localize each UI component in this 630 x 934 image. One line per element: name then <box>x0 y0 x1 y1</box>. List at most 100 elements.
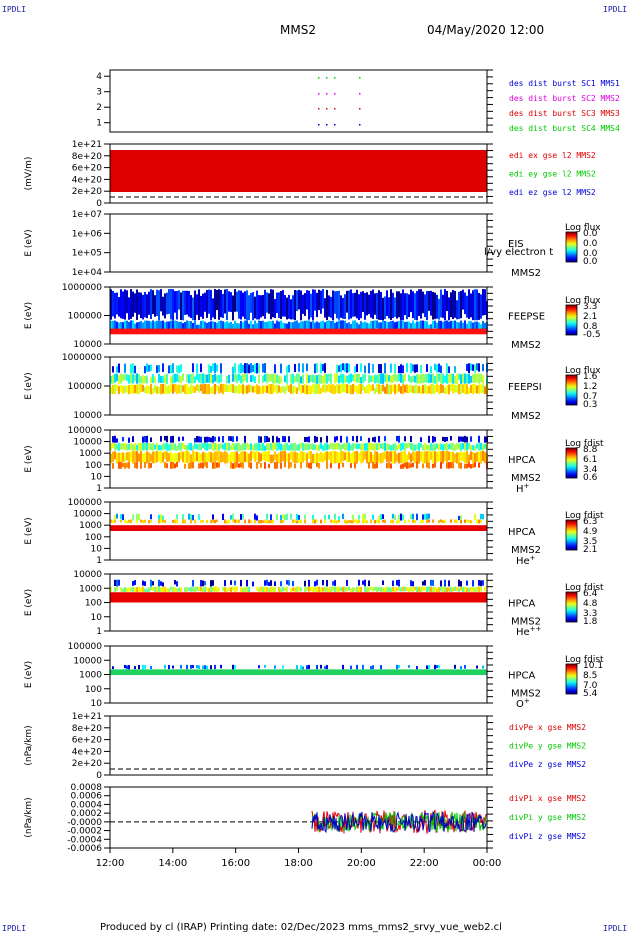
spectrogram-cell <box>244 291 246 320</box>
spectrogram-cell <box>382 519 384 523</box>
spectrogram-cell <box>206 519 208 524</box>
spectrogram-cell <box>456 586 458 591</box>
spectrogram-cell <box>184 321 186 333</box>
spectrogram-cell <box>344 363 346 372</box>
spectrogram-cell <box>412 291 414 319</box>
spectrogram-cell <box>240 290 242 320</box>
spectrogram-cell <box>210 452 212 463</box>
spectrogram-cell <box>432 463 434 469</box>
spectrogram-cell <box>364 293 366 320</box>
spectrogram-cell <box>480 513 482 520</box>
spectrogram-cell <box>480 587 482 592</box>
spectrogram-cell <box>390 451 392 462</box>
spectrogram-cell <box>160 445 162 451</box>
spectrogram-cell <box>442 436 444 442</box>
spectrogram-cell <box>316 452 318 464</box>
spectrogram-cell <box>426 321 428 333</box>
spectrogram-cell <box>128 297 130 320</box>
series-label: des dist burst SC3 MMS3 <box>509 109 620 118</box>
spectrogram-cell <box>472 383 474 395</box>
spectrogram-cell <box>194 320 196 332</box>
y-axis-label: E (eV) <box>24 589 34 616</box>
spectrogram-cell <box>390 363 392 373</box>
spectrogram-cell <box>406 384 408 394</box>
spectrogram-cell <box>430 290 432 316</box>
spectrogram-cell <box>234 462 236 469</box>
spectrogram-cell <box>216 451 218 461</box>
colorbar-tick-label: 3.4 <box>583 465 598 475</box>
spectrogram-cell <box>454 290 456 318</box>
y-tick-label: 10 <box>91 613 103 623</box>
spectrogram-cell <box>158 586 160 592</box>
spectrogram-cell <box>410 289 412 313</box>
spectrogram-cell <box>394 322 396 333</box>
spectrogram-cell <box>454 453 456 463</box>
spectrogram-cell <box>430 442 432 451</box>
spectrogram-cell <box>450 320 452 331</box>
spectrogram-cell <box>470 436 472 442</box>
spectrogram-cell <box>372 514 374 520</box>
spectrogram-cell <box>190 384 192 394</box>
spectrogram-cell <box>148 442 150 451</box>
spectrogram-cell <box>456 385 458 393</box>
spectrogram-cell <box>294 289 296 321</box>
burst-marker <box>359 93 361 95</box>
spectrogram-cell <box>132 384 134 394</box>
spectrogram-cell <box>398 373 400 382</box>
spectrogram-cell <box>330 320 332 332</box>
spectrogram-cell <box>396 580 398 586</box>
spectrogram-cell <box>282 290 284 317</box>
spectrogram-cell <box>462 322 464 332</box>
spectrogram-cell <box>172 289 174 321</box>
spectrogram-cell <box>430 366 432 374</box>
spectrogram-cell <box>400 464 402 469</box>
spectrogram-cell <box>466 442 468 451</box>
spectrogram-cell <box>254 320 256 333</box>
spectrogram-cell <box>374 293 376 315</box>
spectrogram-cell <box>134 462 136 469</box>
spectrogram-cell <box>114 451 116 460</box>
spectrogram-cell <box>216 375 218 383</box>
spectrogram-cell <box>240 462 242 468</box>
spectrogram-cell <box>440 383 442 394</box>
spectrogram-cell <box>448 451 450 461</box>
spectrogram-cell <box>480 294 482 319</box>
spectrogram-cell <box>216 586 218 593</box>
spectrogram-cell <box>140 462 142 469</box>
spectrogram-cell <box>112 436 114 443</box>
y-tick-label: 1 <box>96 556 102 566</box>
spectrogram-cell <box>466 363 468 372</box>
spectrogram-cell <box>248 364 250 374</box>
spectrogram-cell <box>312 514 314 520</box>
spectrogram-cell <box>204 452 206 463</box>
spectrogram-cell <box>168 384 170 394</box>
spectrogram-cell <box>268 581 270 587</box>
spectrogram-cell <box>386 443 388 451</box>
spectrogram-cell <box>302 451 304 463</box>
spectrogram-cell <box>438 298 440 320</box>
spectrogram-cell <box>278 452 280 464</box>
spacecraft-label: MMS2 <box>511 545 541 556</box>
spectrogram-cell <box>354 292 356 317</box>
spectrogram-cell <box>386 451 388 462</box>
y-tick-label: 3 <box>96 88 102 98</box>
spectrogram-cell <box>216 384 218 392</box>
spectrogram-cell <box>326 289 328 321</box>
spectrogram-cell <box>314 435 316 443</box>
spectrogram-cell <box>160 320 162 331</box>
spectrogram-cell <box>152 442 154 451</box>
spectrogram-cell <box>338 452 340 464</box>
spectrogram-cell <box>120 514 122 520</box>
y-tick-label: 1 <box>96 119 102 129</box>
spectrogram-cell <box>204 586 206 593</box>
spectrogram-cell <box>308 664 310 670</box>
spectrogram-cell <box>360 291 362 319</box>
spectrogram-cell <box>374 451 376 464</box>
spectrogram-cell <box>242 514 244 520</box>
spectrogram-cell <box>140 519 142 523</box>
spectrogram-cell <box>480 519 482 523</box>
spectrogram-cell <box>112 366 114 373</box>
spectrogram-cell <box>378 384 380 395</box>
spectrogram-cell <box>356 364 358 372</box>
spectrogram-cell <box>308 385 310 395</box>
